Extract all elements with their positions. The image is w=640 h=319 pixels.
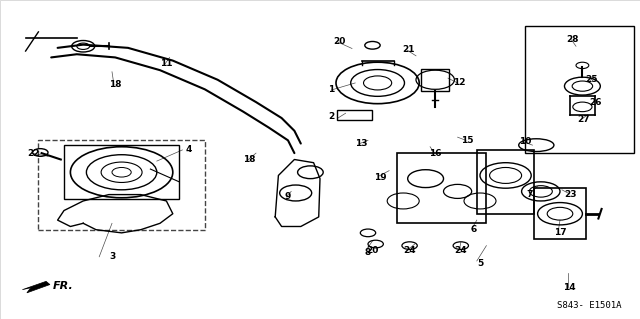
Bar xyxy=(337,110,372,120)
Text: 18: 18 xyxy=(109,80,122,89)
Text: 20: 20 xyxy=(333,37,346,46)
Text: 22: 22 xyxy=(27,149,40,158)
Text: 1: 1 xyxy=(328,85,335,94)
Bar xyxy=(534,188,586,239)
Bar xyxy=(64,145,179,199)
Text: 21: 21 xyxy=(402,45,415,54)
Text: 6: 6 xyxy=(470,225,477,234)
Text: FR.: FR. xyxy=(52,281,73,292)
Bar xyxy=(421,69,449,91)
Text: 14: 14 xyxy=(563,283,576,292)
Text: 13: 13 xyxy=(355,139,368,148)
Text: 16: 16 xyxy=(429,149,442,158)
Text: 9: 9 xyxy=(285,192,291,201)
Text: 24: 24 xyxy=(403,246,416,255)
Text: 5: 5 xyxy=(477,259,483,268)
Text: 27: 27 xyxy=(577,115,590,124)
Text: 2: 2 xyxy=(328,112,335,121)
Text: 3: 3 xyxy=(109,252,115,261)
Text: 25: 25 xyxy=(586,75,598,84)
Text: 8: 8 xyxy=(365,248,371,256)
Text: S843- E1501A: S843- E1501A xyxy=(557,301,621,310)
Text: 7: 7 xyxy=(527,190,533,199)
Text: 18: 18 xyxy=(243,155,256,164)
Text: 15: 15 xyxy=(461,136,474,145)
Text: 19: 19 xyxy=(374,173,387,182)
Bar xyxy=(397,153,486,223)
Bar xyxy=(477,150,534,214)
Text: 10: 10 xyxy=(518,137,531,146)
Text: 28: 28 xyxy=(566,35,579,44)
Text: 12: 12 xyxy=(453,78,466,87)
Text: 11: 11 xyxy=(160,59,173,68)
Text: 24: 24 xyxy=(454,246,467,255)
Bar xyxy=(525,26,634,153)
Text: 20: 20 xyxy=(366,246,379,255)
Text: 4: 4 xyxy=(186,145,192,154)
Text: 23: 23 xyxy=(564,190,577,199)
Polygon shape xyxy=(22,281,50,293)
Bar xyxy=(38,140,205,230)
Text: 17: 17 xyxy=(554,228,566,237)
Text: 26: 26 xyxy=(589,98,602,107)
